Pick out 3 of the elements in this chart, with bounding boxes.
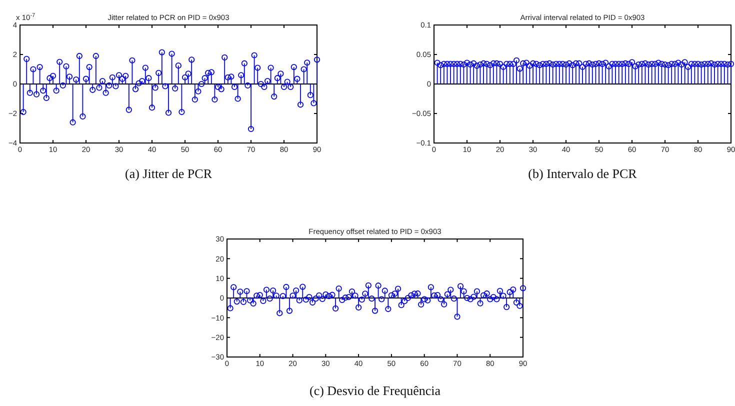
text: (a) Jitter de PCR — [124, 166, 212, 181]
text: (c) Desvio de Frequência — [309, 383, 441, 398]
text: (b) Intervalo de PCR — [528, 166, 638, 181]
